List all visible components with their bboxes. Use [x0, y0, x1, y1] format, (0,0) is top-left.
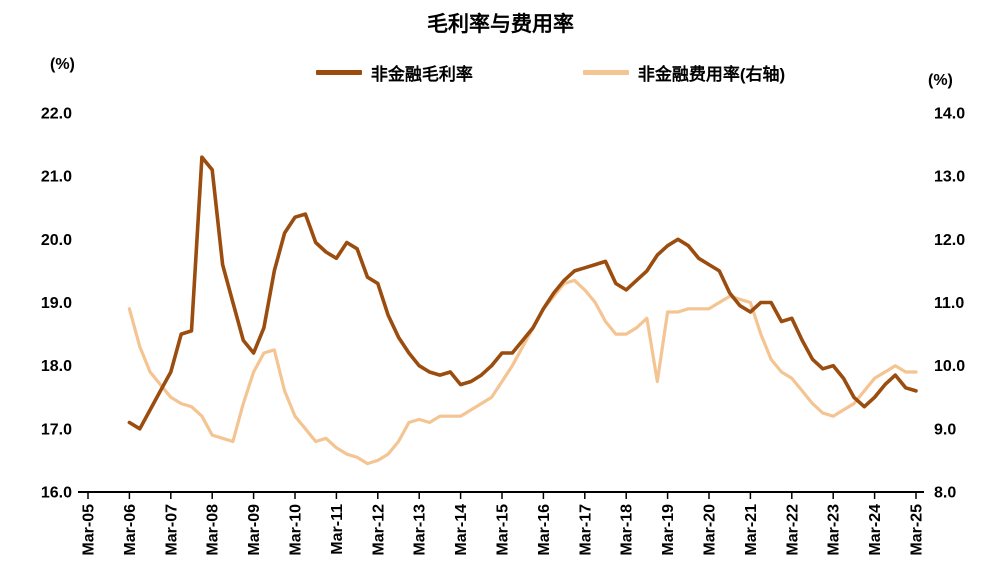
left-axis-tick-label: 22.0 — [41, 106, 72, 123]
legend-label-expense-ratio: 非金融费用率(右轴) — [637, 65, 786, 84]
right-axis-unit: (%) — [928, 72, 953, 89]
legend-item-gross-margin: 非金融毛利率 — [315, 60, 473, 85]
right-axis-tick-label: 11.0 — [934, 295, 964, 312]
left-axis-unit: (%) — [50, 56, 75, 73]
legend: 非金融毛利率 非金融费用率(右轴) — [100, 60, 1001, 85]
x-axis-tick-label: Mar-06 — [122, 504, 139, 556]
x-axis-tick-label: Mar-25 — [909, 504, 926, 556]
legend-item-expense-ratio: 非金融费用率(右轴) — [582, 60, 786, 85]
left-axis-tick-label: 17.0 — [41, 421, 72, 438]
left-axis-tick-label: 21.0 — [41, 169, 72, 186]
right-axis-tick-label: 9.0 — [934, 421, 956, 438]
expense-ratio-line — [127, 278, 918, 466]
gross-margin-line — [127, 155, 918, 431]
left-axis-tick-label: 16.0 — [41, 485, 72, 502]
x-axis-tick-label: Mar-15 — [495, 504, 512, 556]
x-axis-tick-label: Mar-14 — [453, 504, 470, 556]
x-axis-tick-label: Mar-19 — [660, 504, 677, 556]
right-axis-tick-label: 10.0 — [934, 358, 965, 375]
x-axis-tick-label: Mar-18 — [619, 504, 636, 556]
x-axis-tick-label: Mar-16 — [536, 504, 553, 556]
left-axis-tick-label: 18.0 — [41, 358, 72, 375]
x-axis-tick-label: Mar-20 — [702, 504, 719, 556]
x-axis-tick-label: Mar-09 — [246, 504, 263, 556]
x-axis-tick-label: Mar-08 — [205, 504, 222, 556]
right-axis-tick-label: 12.0 — [934, 232, 965, 249]
legend-label-gross-margin: 非金融毛利率 — [370, 65, 473, 84]
chart-title: 毛利率与费用率 — [427, 13, 574, 36]
right-axis-tick-label: 8.0 — [934, 485, 956, 502]
x-axis-tick-label: Mar-10 — [288, 504, 305, 556]
x-axis-tick-label: Mar-24 — [867, 504, 884, 556]
gross-margin-line-swatch — [315, 70, 362, 75]
x-axis-tick-label: Mar-21 — [743, 504, 760, 556]
x-axis-tick-label: Mar-13 — [412, 504, 429, 556]
right-axis-tick-label: 14.0 — [934, 106, 965, 123]
x-axis-tick-label: Mar-23 — [826, 504, 843, 556]
x-axis-tick-label: Mar-17 — [577, 504, 594, 556]
right-axis-tick-label: 13.0 — [934, 169, 965, 186]
x-axis-tick-label: Mar-11 — [329, 504, 346, 555]
x-axis-tick-label: Mar-05 — [81, 504, 98, 556]
x-axis-tick-label: Mar-12 — [370, 504, 387, 556]
x-axis-tick-label: Mar-22 — [784, 504, 801, 556]
x-axis-tick-label: Mar-07 — [163, 504, 180, 556]
left-axis-tick-label: 19.0 — [41, 295, 72, 312]
expense-ratio-line-swatch — [582, 70, 629, 75]
left-axis-tick-label: 20.0 — [41, 232, 72, 249]
